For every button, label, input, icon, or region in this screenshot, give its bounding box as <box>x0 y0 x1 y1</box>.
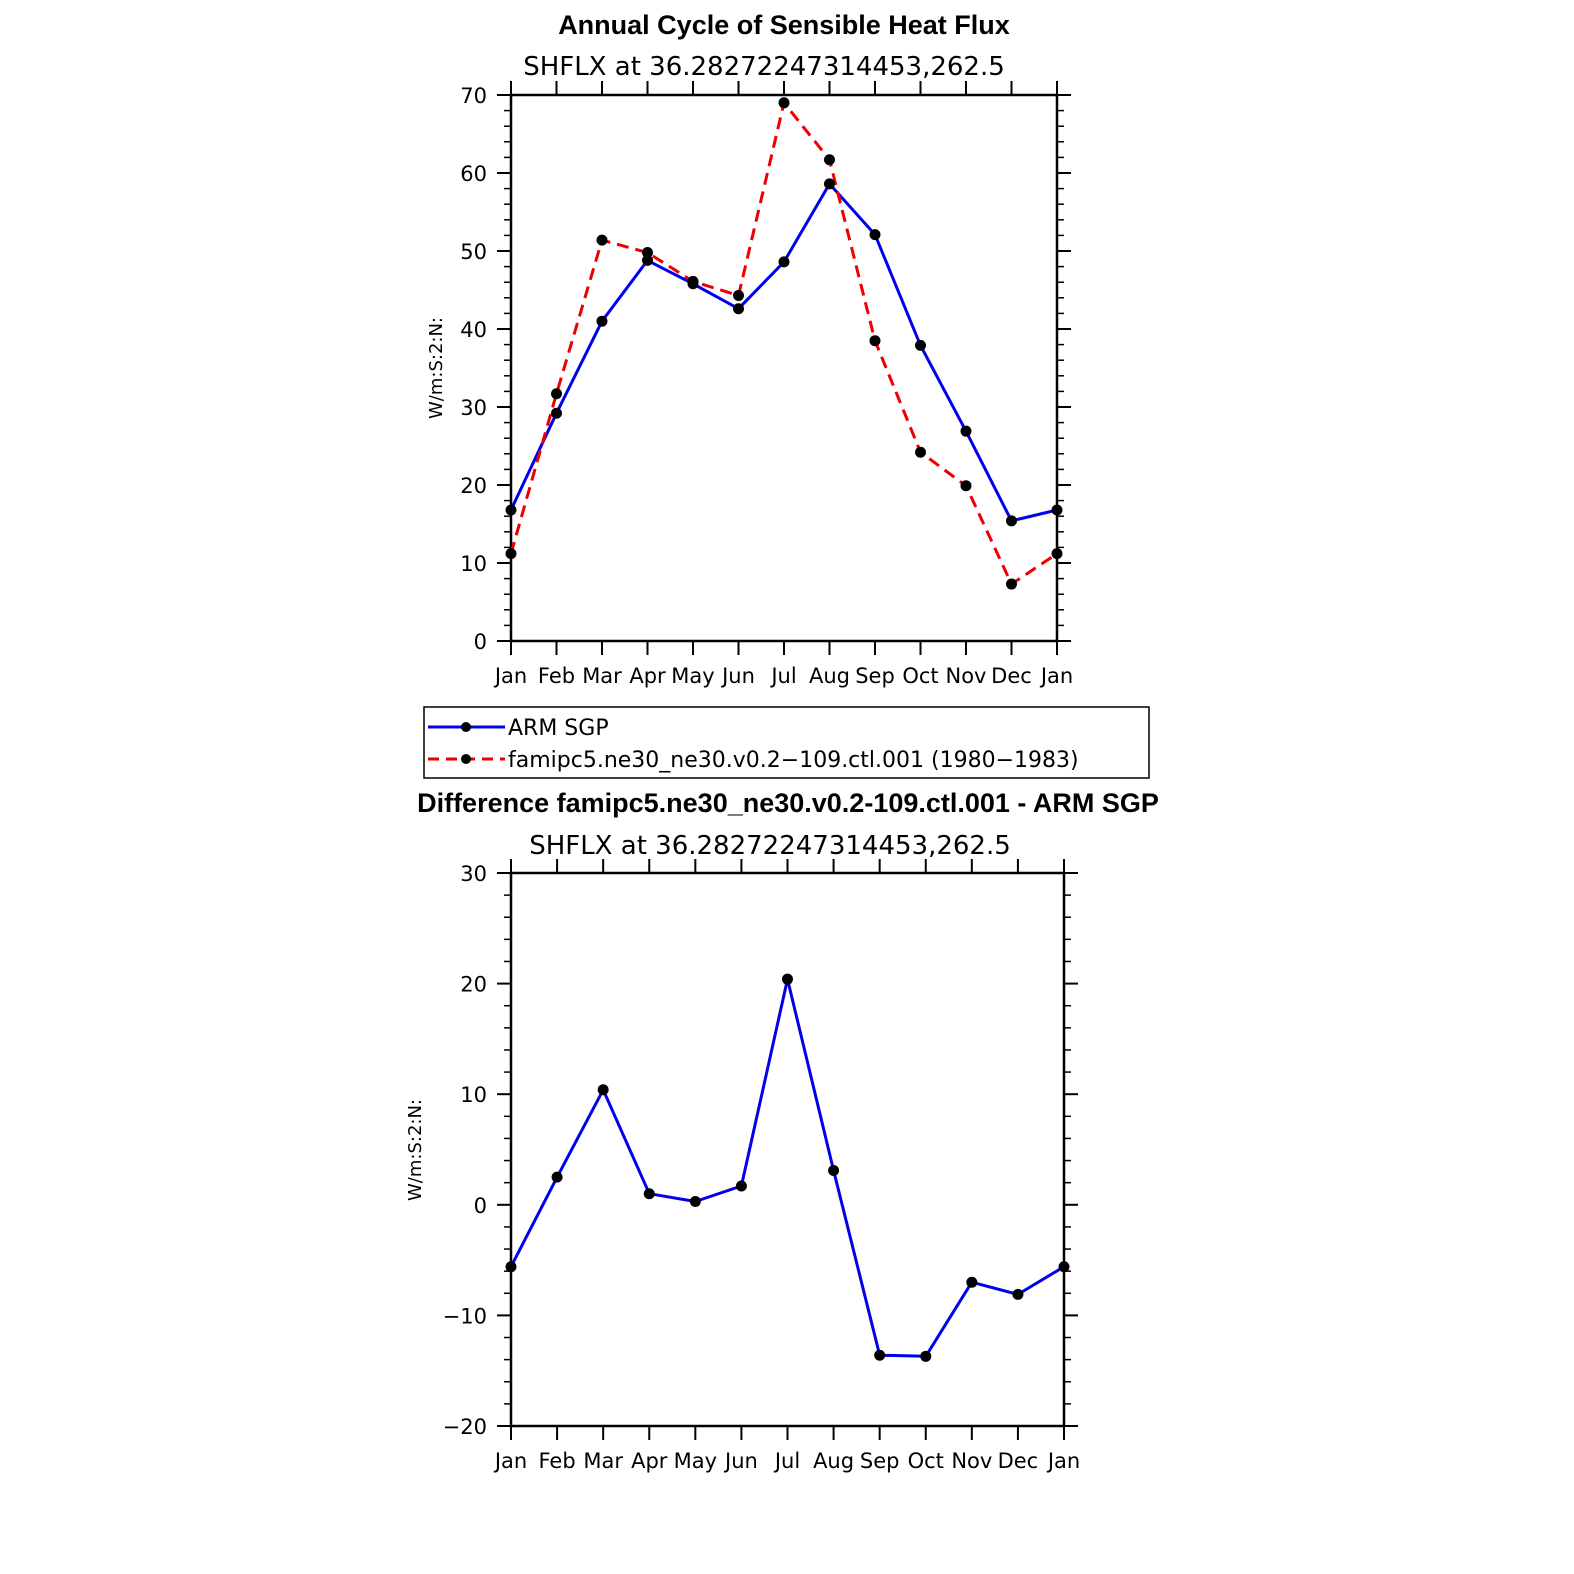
chart1-xtick-label: Sep <box>855 664 895 688</box>
chart1-xtick-label: May <box>671 664 714 688</box>
chart1-xtick-label: Jan <box>493 664 527 688</box>
chart2-xtick-label: Jan <box>493 1449 527 1473</box>
chart2-xtick-label: Nov <box>951 1449 992 1473</box>
chart2-xtick-label: Apr <box>631 1449 668 1473</box>
chart2-ytick-label: −20 <box>443 1415 487 1439</box>
chart1-series-1-line <box>509 101 1058 586</box>
chart1-series-0-point <box>960 425 972 437</box>
chart1-plot: 0 10 20 30 40 50 60 70 Jan Feb Mar Apr May Jun Jul Aug S… <box>460 81 1073 688</box>
chart1-xtick-label: Mar <box>582 664 622 688</box>
chart2-xtick-label: Dec <box>998 1449 1039 1473</box>
chart1-series-1-point <box>1006 578 1017 590</box>
chart2-ytick-label: 10 <box>460 1083 487 1107</box>
chart1-series-0-point <box>1006 515 1017 527</box>
chart1-title: Annual Cycle of Sensible Heat Flux <box>558 10 1010 40</box>
chart1-xtick-label: Apr <box>629 664 666 688</box>
chart2-xtick-label: Jan <box>1046 1449 1080 1473</box>
chart1-series-1-point <box>687 275 699 287</box>
chart2-plot: −20 −10 0 10 20 30 Jan Feb Mar Apr May Jun Jul Aug Sep… <box>443 859 1080 1473</box>
chart1-series-0-point <box>642 254 653 266</box>
chart2-ytick-label: −10 <box>443 1304 487 1328</box>
chart1-ytick-label: 20 <box>460 474 487 498</box>
chart2-series-0-point <box>828 1165 840 1177</box>
chart2-xtick-label: Aug <box>813 1449 854 1473</box>
legend-box <box>423 706 1150 779</box>
chart1-ylabel: W/m:S:2:N: <box>426 317 447 419</box>
legend-label-model: famipc5.ne30_ne30.v0.2−109.ctl.001 (1980… <box>508 748 1079 773</box>
chart1-ytick-label: 40 <box>460 318 487 342</box>
chart1-xtick-label: Feb <box>538 664 575 688</box>
chart2-series-0-point <box>1058 1261 1070 1273</box>
chart2-ylabel: W/m:S:2:N: <box>405 1099 426 1201</box>
chart1-xtick-label: Jun <box>720 664 755 688</box>
chart1-ytick-label: 70 <box>460 84 487 108</box>
chart1-series-1-point <box>960 480 972 492</box>
chart2-series-0-point <box>920 1350 932 1362</box>
chart2-frame <box>509 871 1066 1428</box>
chart2-series-0-point <box>505 1261 517 1273</box>
chart2-xtick-label: Feb <box>538 1449 575 1473</box>
chart1-series-1-point <box>1051 548 1063 560</box>
chart2-title: Difference famipc5.ne30_ne30.v0.2-109.ct… <box>417 788 1159 818</box>
chart1-series-0-point <box>915 339 926 351</box>
chart1-series-1-point <box>869 335 881 347</box>
chart1-series-0-point <box>551 407 562 419</box>
chart1-series-1-point <box>733 289 744 301</box>
chart2-series-0-point <box>643 1188 655 1200</box>
chart1-ytick-label: 30 <box>460 396 487 420</box>
chart1-xtick-label: Oct <box>902 664 938 688</box>
legend-marker-model <box>461 754 471 764</box>
chart2-xtick-label: Sep <box>860 1449 900 1473</box>
chart1-series-1-point <box>642 247 653 259</box>
chart2-series-0-point <box>689 1195 701 1207</box>
chart2-ytick-label: 0 <box>474 1194 487 1218</box>
chart2-subtitle: SHFLX at 36.28272247314453,262.5 <box>529 831 1011 861</box>
chart1-ytick-label: 60 <box>460 162 487 186</box>
legend-marker-obs <box>461 722 471 732</box>
chart1-series-0-point <box>733 303 744 315</box>
chart1-xtick-label: Jul <box>769 664 796 688</box>
chart1-ytick-label: 50 <box>460 240 487 264</box>
chart1-series-1-point <box>824 154 835 166</box>
chart2-series-0-line <box>509 977 1065 1358</box>
chart1-ytick-label: 10 <box>460 552 487 576</box>
chart1-xtick-label: Dec <box>991 664 1032 688</box>
chart1-series-0-point <box>824 178 835 190</box>
chart2-xtick-label: May <box>674 1449 717 1473</box>
chart2-series-0-point <box>1012 1288 1024 1300</box>
chart2-series-0-point <box>597 1084 609 1096</box>
chart1-series-0-point <box>1051 504 1063 516</box>
chart1-xtick-label: Jan <box>1039 664 1073 688</box>
chart1-series-0-point <box>505 504 517 516</box>
chart2-series-0-point <box>874 1349 886 1361</box>
chart2-series-0-point <box>782 973 793 985</box>
chart2-series-0-point <box>735 1180 747 1192</box>
chart2-xtick-label: Jun <box>723 1449 758 1473</box>
chart1-series-1-point <box>505 548 517 560</box>
chart2-xtick-label: Mar <box>583 1449 623 1473</box>
chart1-series-0-point <box>869 229 881 241</box>
chart1-series-0-line <box>509 182 1058 523</box>
chart1-xtick-label: Aug <box>809 664 850 688</box>
chart1-ytick-label: 0 <box>474 630 487 654</box>
chart2-series-0-point <box>966 1276 978 1288</box>
legend: ARM SGP famipc5.ne30_ne30.v0.2−109.ctl.0… <box>423 706 1150 779</box>
chart1-series-1-point <box>915 446 926 458</box>
legend-label-obs: ARM SGP <box>508 716 609 741</box>
chart2-xtick-label: Jul <box>773 1449 800 1473</box>
chart1-frame <box>509 93 1059 643</box>
chart2-series-0-point <box>551 1171 563 1183</box>
chart2-ytick-label: 30 <box>460 862 487 886</box>
chart2-xtick-label: Oct <box>908 1449 944 1473</box>
chart1-series-1-point <box>551 388 562 400</box>
chart1-series-0-point <box>596 315 608 327</box>
chart1-xtick-label: Nov <box>946 664 987 688</box>
chart1-subtitle: SHFLX at 36.28272247314453,262.5 <box>523 52 1005 82</box>
chart1-series-1-point <box>778 97 790 109</box>
chart2-ytick-label: 20 <box>460 973 487 997</box>
chart1-series-0-point <box>778 256 790 268</box>
chart1-series-1-point <box>596 234 608 246</box>
